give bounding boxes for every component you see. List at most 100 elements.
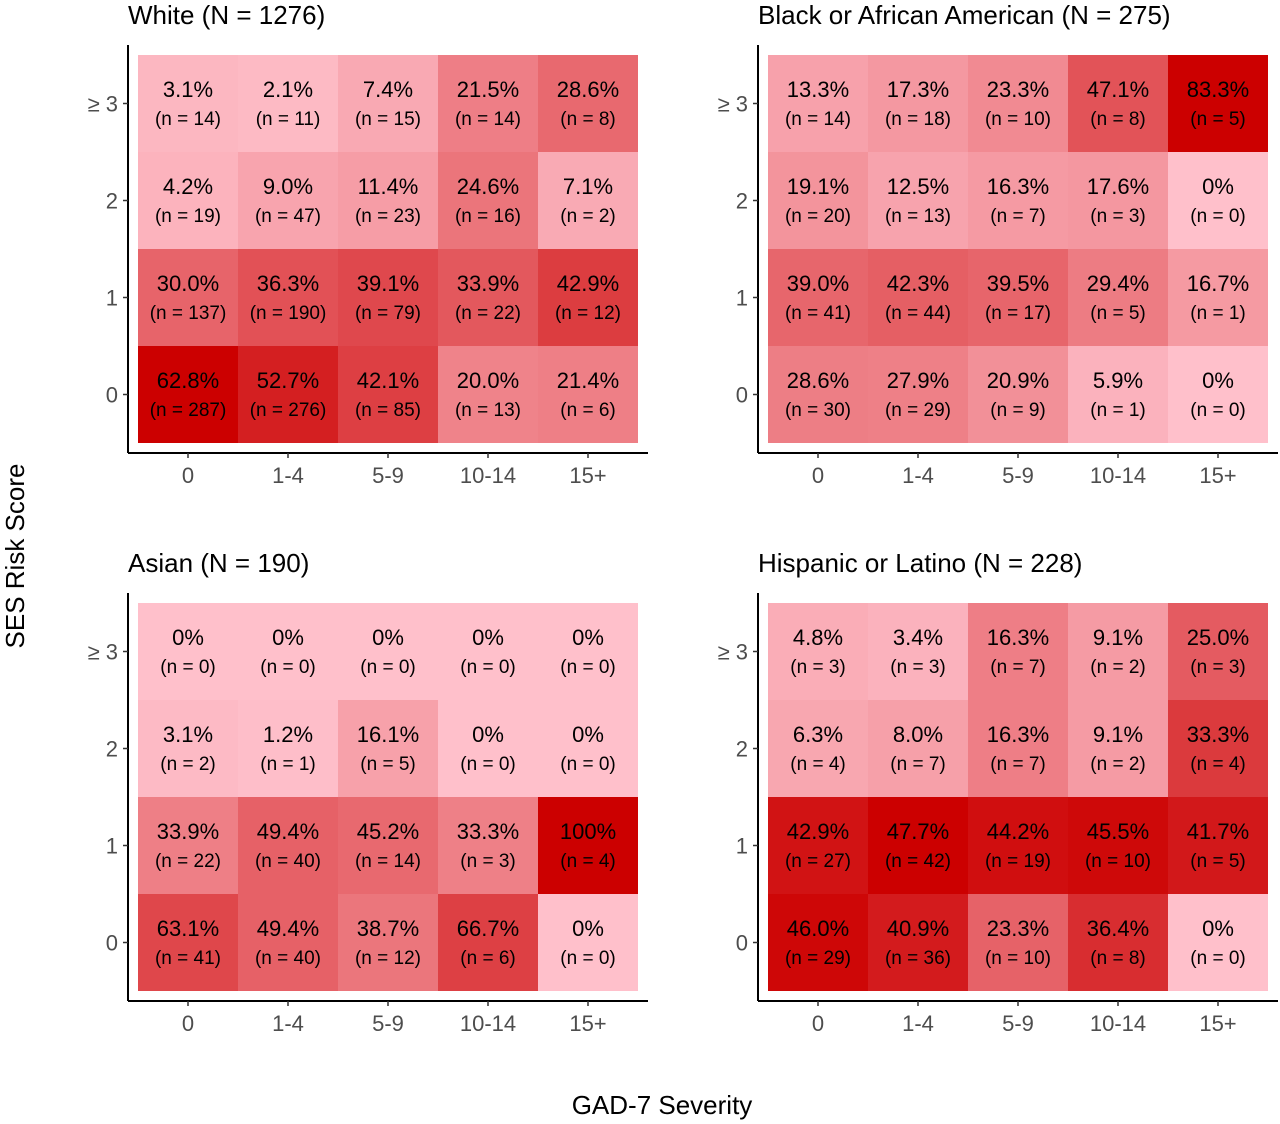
heatmap-cell — [338, 894, 438, 991]
cell-count-label: (n = 42) — [885, 851, 951, 872]
cell-count-label: (n = 41) — [155, 948, 221, 969]
heatmap-cell — [868, 152, 968, 249]
heatmap-cell — [238, 152, 338, 249]
heatmap-cell — [438, 346, 538, 443]
cell-percent-label: 44.2% — [987, 819, 1049, 844]
cell-percent-label: 4.8% — [793, 625, 843, 650]
x-tick-label: 15+ — [1199, 463, 1236, 488]
cell-percent-label: 23.3% — [987, 916, 1049, 941]
y-tick-label: ≥ 3 — [718, 92, 748, 117]
heatmap-cell — [1168, 797, 1268, 894]
heatmap-cell — [138, 346, 238, 443]
y-tick-label: ≥ 3 — [88, 640, 118, 665]
heatmap-cell — [968, 797, 1068, 894]
cell-percent-label: 16.7% — [1187, 271, 1249, 296]
x-tick-label: 1-4 — [272, 1011, 304, 1036]
heatmap-cell — [238, 249, 338, 346]
y-tick-label: 1 — [106, 286, 118, 311]
cell-percent-label: 100% — [560, 819, 616, 844]
heatmap-cell — [968, 346, 1068, 443]
heatmap-cell — [538, 603, 638, 700]
heatmap-cell — [968, 603, 1068, 700]
y-axis-title: SES Risk Score — [0, 464, 30, 649]
y-tick-label: 0 — [106, 931, 118, 956]
cell-percent-label: 24.6% — [457, 174, 519, 199]
x-axis-title: GAD-7 Severity — [572, 1090, 753, 1120]
heatmap-cell — [768, 152, 868, 249]
heatmap-cell — [768, 797, 868, 894]
cell-percent-label: 13.3% — [787, 77, 849, 102]
y-tick-label: 0 — [736, 931, 748, 956]
cell-percent-label: 3.4% — [893, 625, 943, 650]
heatmap-cell — [138, 700, 238, 797]
heatmap-cell — [338, 346, 438, 443]
heatmap-cell — [538, 55, 638, 152]
cell-count-label: (n = 2) — [160, 754, 215, 775]
heatmap-cell — [238, 346, 338, 443]
cell-percent-label: 28.6% — [787, 368, 849, 393]
cell-count-label: (n = 30) — [785, 400, 851, 421]
heatmap-cell — [338, 603, 438, 700]
cell-count-label: (n = 4) — [1190, 754, 1245, 775]
cell-count-label: (n = 0) — [1190, 948, 1245, 969]
heatmap-cell — [1168, 603, 1268, 700]
heatmap-cell — [968, 152, 1068, 249]
cell-count-label: (n = 14) — [355, 851, 421, 872]
cell-percent-label: 33.3% — [1187, 722, 1249, 747]
cell-count-label: (n = 1) — [1190, 303, 1245, 324]
heatmap-cell — [138, 55, 238, 152]
cell-percent-label: 33.9% — [157, 819, 219, 844]
x-tick-label: 1-4 — [272, 463, 304, 488]
cell-count-label: (n = 0) — [260, 657, 315, 678]
cell-count-label: (n = 47) — [255, 206, 321, 227]
cell-count-label: (n = 10) — [1085, 851, 1151, 872]
heatmap-cell — [768, 603, 868, 700]
cell-percent-label: 7.1% — [563, 174, 613, 199]
cell-count-label: (n = 0) — [460, 754, 515, 775]
heatmap-cell — [138, 603, 238, 700]
cell-count-label: (n = 44) — [885, 303, 951, 324]
cell-count-label: (n = 13) — [455, 400, 521, 421]
cell-count-label: (n = 14) — [455, 109, 521, 130]
heatmap-cell — [1068, 55, 1168, 152]
cell-percent-label: 3.1% — [163, 722, 213, 747]
cell-percent-label: 28.6% — [557, 77, 619, 102]
cell-percent-label: 0% — [472, 722, 504, 747]
heatmap-panel: White (N = 1276) 3.1% (n = 14) 2.1% (n = 11)… — [88, 0, 648, 488]
cell-count-label: (n = 5) — [360, 754, 415, 775]
cell-percent-label: 11.4% — [358, 174, 419, 199]
cell-percent-label: 21.4% — [557, 368, 619, 393]
heatmap-cell — [868, 346, 968, 443]
cell-count-label: (n = 10) — [985, 948, 1051, 969]
cell-percent-label: 30.0% — [157, 271, 219, 296]
cell-percent-label: 47.1% — [1087, 77, 1149, 102]
cell-count-label: (n = 6) — [460, 948, 515, 969]
cell-count-label: (n = 287) — [150, 400, 227, 421]
cell-count-label: (n = 10) — [985, 109, 1051, 130]
cell-count-label: (n = 18) — [885, 109, 951, 130]
cell-count-label: (n = 4) — [560, 851, 615, 872]
cell-count-label: (n = 9) — [990, 400, 1045, 421]
heatmap-cell — [768, 894, 868, 991]
cell-count-label: (n = 23) — [355, 206, 421, 227]
heatmap-cell — [538, 249, 638, 346]
heatmap-cell — [768, 55, 868, 152]
cell-percent-label: 16.3% — [987, 722, 1049, 747]
heatmap-cell — [238, 797, 338, 894]
x-tick-label: 1-4 — [902, 463, 934, 488]
cell-count-label: (n = 2) — [1090, 657, 1145, 678]
heatmap-cell — [1068, 700, 1168, 797]
cell-percent-label: 40.9% — [887, 916, 949, 941]
heatmap-cell — [868, 797, 968, 894]
heatmap-cell — [1168, 894, 1268, 991]
cell-count-label: (n = 3) — [460, 851, 515, 872]
heatmap-cell — [538, 152, 638, 249]
heatmap-cell — [438, 152, 538, 249]
cell-count-label: (n = 20) — [785, 206, 851, 227]
x-tick-label: 10-14 — [1090, 1011, 1146, 1036]
heatmap-cell — [538, 700, 638, 797]
cell-percent-label: 38.7% — [357, 916, 419, 941]
cell-percent-label: 0% — [572, 722, 604, 747]
heatmap-cell — [338, 152, 438, 249]
cell-count-label: (n = 6) — [560, 400, 615, 421]
